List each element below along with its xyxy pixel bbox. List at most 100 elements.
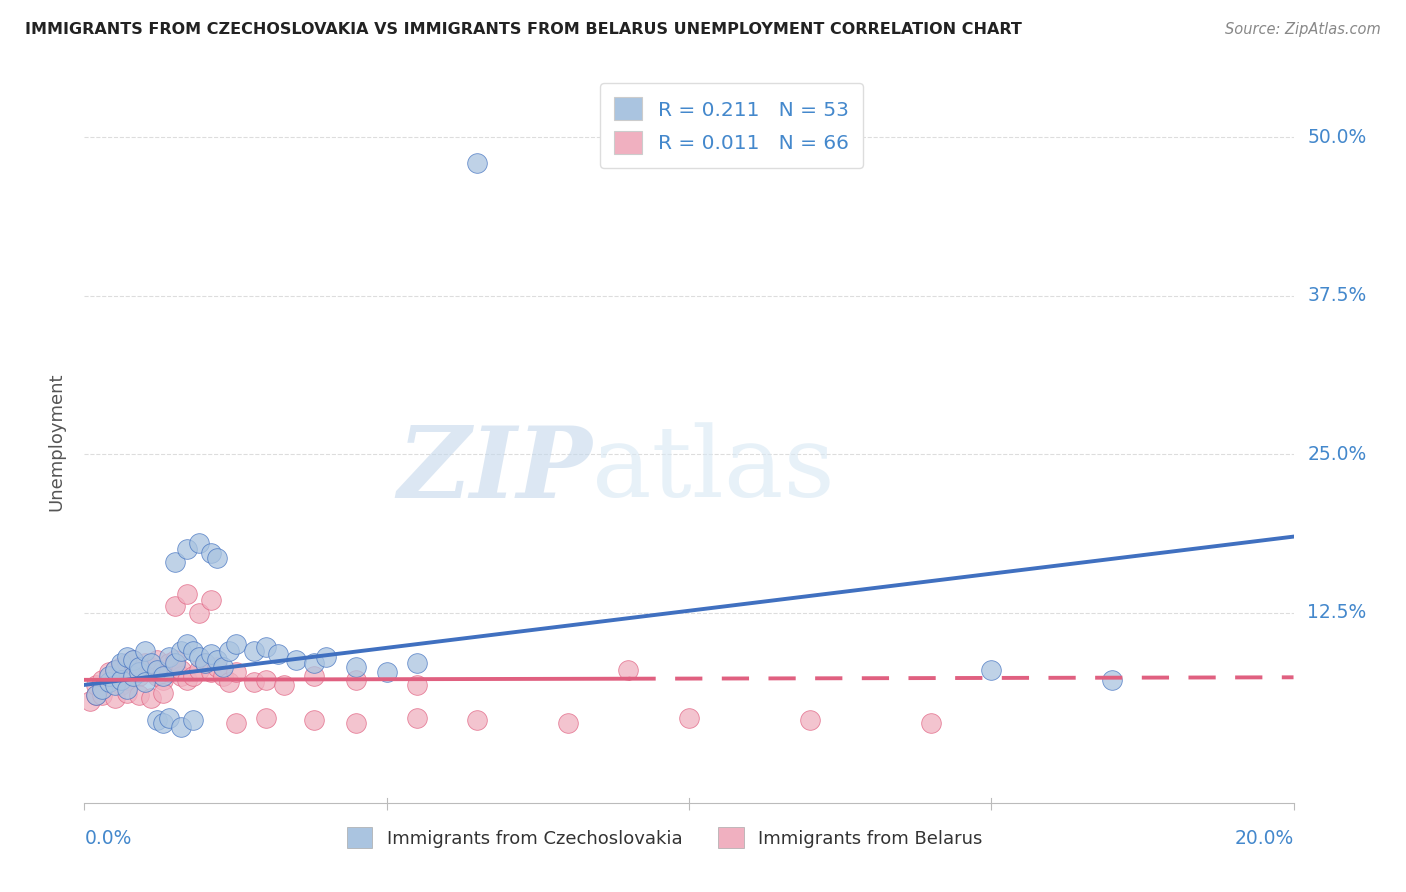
Text: atlas: atlas (592, 423, 835, 518)
Point (176, 637, 198, 651)
Point (188, 663, 211, 677)
Point (134, 657, 156, 671)
Point (165, 599, 187, 614)
Text: 20.0%: 20.0% (1234, 830, 1294, 848)
Point (104, 690, 127, 705)
Point (188, 650, 211, 665)
Point (121, 652, 143, 666)
Point (86, 688, 108, 702)
Point (115, 673, 138, 687)
Point (128, 665, 150, 680)
Point (200, 546, 222, 560)
Point (139, 657, 162, 671)
Point (346, 715, 368, 730)
Point (225, 637, 247, 651)
Point (194, 657, 217, 671)
Point (346, 660, 368, 674)
Point (267, 648, 290, 662)
Point (91, 681, 114, 696)
Point (104, 678, 127, 692)
Point (104, 669, 127, 683)
Point (110, 673, 132, 687)
Point (980, 663, 1002, 677)
Point (134, 675, 156, 690)
Point (97, 675, 120, 690)
Point (467, 155, 489, 169)
Point (176, 542, 198, 557)
Point (207, 652, 229, 666)
Point (194, 657, 217, 671)
Point (91, 681, 114, 696)
Point (121, 652, 143, 666)
Point (128, 669, 150, 683)
Point (218, 675, 240, 690)
Point (146, 652, 169, 666)
Point (152, 669, 174, 683)
Point (212, 660, 235, 674)
Point (467, 714, 489, 728)
Point (121, 665, 143, 680)
Point (157, 657, 180, 671)
Point (115, 685, 138, 699)
Point (176, 587, 198, 601)
Point (91, 688, 114, 702)
Point (134, 663, 156, 677)
Point (617, 663, 640, 677)
Point (302, 714, 325, 728)
Point (128, 688, 150, 702)
Point (799, 714, 821, 728)
Point (242, 643, 264, 657)
Point (170, 720, 193, 734)
Point (678, 711, 700, 725)
Point (110, 678, 132, 692)
Point (181, 714, 204, 728)
Point (273, 678, 295, 692)
Point (406, 657, 429, 671)
Point (139, 690, 162, 705)
Point (104, 663, 127, 677)
Point (152, 685, 174, 699)
Text: IMMIGRANTS FROM CZECHOSLOVAKIA VS IMMIGRANTS FROM BELARUS UNEMPLOYMENT CORRELATI: IMMIGRANTS FROM CZECHOSLOVAKIA VS IMMIGR… (25, 22, 1022, 37)
Point (188, 606, 211, 620)
Point (146, 714, 169, 728)
Point (165, 555, 187, 569)
Point (1101, 673, 1123, 687)
Point (225, 665, 247, 680)
Point (115, 657, 138, 671)
Point (406, 711, 429, 725)
Point (97, 669, 120, 683)
Point (207, 551, 229, 566)
Point (128, 660, 150, 674)
Y-axis label: Unemployment: Unemployment (48, 372, 66, 511)
Text: 0.0%: 0.0% (84, 830, 132, 848)
Point (225, 715, 247, 730)
Point (165, 660, 187, 674)
Point (165, 652, 187, 666)
Point (139, 665, 162, 680)
Point (91, 673, 114, 687)
Point (188, 536, 211, 550)
Text: 25.0%: 25.0% (1308, 445, 1367, 464)
Point (207, 660, 229, 674)
Point (170, 663, 193, 677)
Point (200, 593, 222, 607)
Point (218, 643, 240, 657)
Point (181, 643, 204, 657)
Point (97, 675, 120, 690)
Text: Source: ZipAtlas.com: Source: ZipAtlas.com (1225, 22, 1381, 37)
Point (375, 665, 398, 680)
Point (115, 681, 138, 696)
Point (176, 673, 198, 687)
Point (146, 663, 169, 677)
Point (157, 665, 180, 680)
Point (128, 660, 150, 674)
Point (557, 715, 579, 730)
Point (152, 715, 174, 730)
Point (152, 663, 174, 677)
Point (121, 669, 143, 683)
Point (86, 678, 108, 692)
Point (146, 669, 169, 683)
Point (86, 688, 108, 702)
Text: 50.0%: 50.0% (1308, 128, 1367, 147)
Point (302, 657, 325, 671)
